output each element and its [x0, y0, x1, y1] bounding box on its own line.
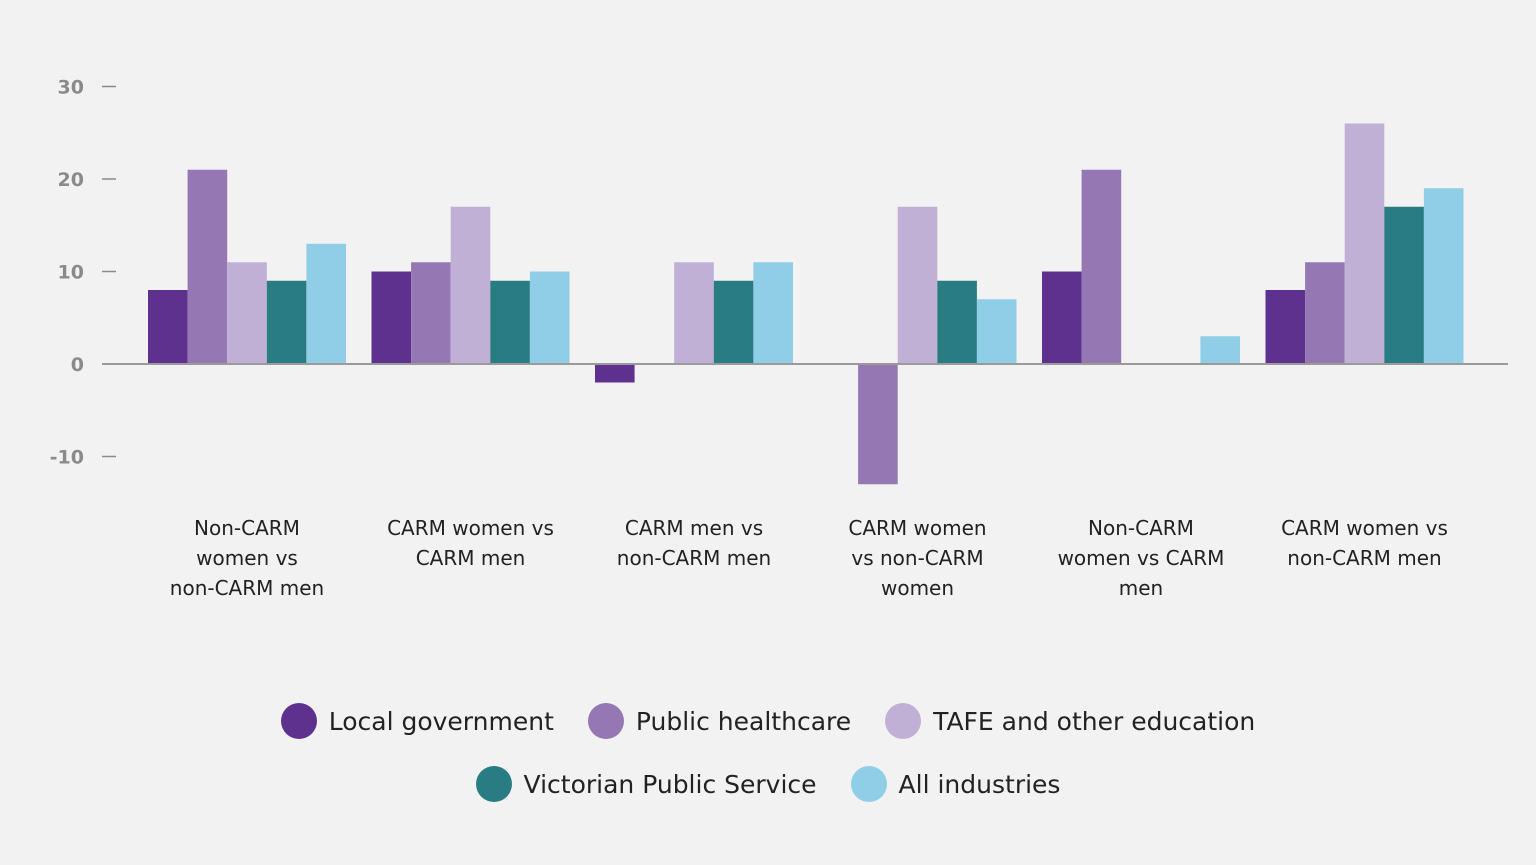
legend-label: Public healthcare — [635, 706, 852, 736]
y-tick-label: -10 — [50, 447, 84, 469]
y-axis: 30 20 10 0 -10 — [50, 77, 116, 469]
bar-public-healthcare — [1081, 169, 1122, 364]
legend-item: Public healthcare — [587, 703, 852, 739]
x-category-label: CARM women vs non-CARM women — [848, 516, 986, 600]
legend-row: Local government Public healthcare TAFE an… — [0, 703, 1536, 739]
legend-swatch-icon — [280, 703, 317, 739]
bar-local-government — [148, 290, 188, 364]
y-tick-label: 10 — [58, 262, 84, 284]
x-category-label: Non-CARM women vs non-CARM men — [170, 516, 324, 600]
bar-public-healthcare — [1305, 262, 1345, 364]
legend-label: Victorian Public Service — [523, 769, 817, 799]
y-tick-label: 0 — [71, 354, 84, 376]
x-category-label: CARM men vs non-CARM men — [617, 516, 771, 570]
legend-item: Victorian Public Service — [475, 766, 817, 802]
legend-swatch-icon — [475, 766, 512, 802]
legend-swatch-icon — [587, 703, 624, 739]
bar-public-healthcare — [411, 262, 451, 364]
bar-public-healthcare — [858, 364, 898, 485]
legend-item: Local government — [280, 703, 554, 739]
bar-tafe-and-other-education — [227, 262, 267, 364]
bar-all-industries — [306, 243, 346, 364]
legend-swatch-icon — [850, 766, 887, 802]
x-category-label: Non-CARM women vs CARM men — [1058, 516, 1225, 600]
bar-all-industries — [753, 262, 793, 364]
bar-all-industries — [1423, 188, 1464, 364]
x-category-label: CARM women vs non-CARM men — [1281, 516, 1448, 570]
legend-label: All industries — [898, 769, 1061, 799]
bar-victorian-public-service — [937, 280, 977, 364]
x-axis-labels: Non-CARM women vs non-CARM men CARM women v… — [170, 516, 1448, 600]
bar-local-government — [1042, 271, 1082, 364]
bar-all-industries — [1200, 336, 1240, 364]
x-category-label: CARM women vs CARM men — [387, 516, 554, 570]
bar-all-industries — [976, 299, 1017, 364]
legend-item: TAFE and other education — [885, 703, 1255, 739]
legend-item: All industries — [850, 766, 1061, 802]
bar-victorian-public-service — [713, 280, 754, 364]
bar-victorian-public-service — [1384, 206, 1424, 364]
bar-tafe-and-other-education — [1344, 123, 1385, 364]
legend-row: Victorian Public Service All industries — [0, 766, 1536, 802]
bar-public-healthcare — [187, 169, 228, 364]
bar-chart: 30 20 10 0 -10 Non-CARM women vs non-CARM men C… — [50, 77, 1508, 600]
legend-label: TAFE and other education — [933, 706, 1256, 736]
legend-swatch-icon — [885, 703, 922, 739]
bar-tafe-and-other-education — [897, 206, 938, 364]
bar-tafe-and-other-education — [674, 262, 714, 364]
bar-all-industries — [529, 271, 570, 364]
bar-local-government — [1265, 290, 1306, 364]
bar-tafe-and-other-education — [450, 206, 491, 364]
legend-label: Local government — [328, 706, 554, 736]
bar-victorian-public-service — [490, 280, 530, 364]
bar-victorian-public-service — [266, 280, 307, 364]
bar-local-government — [595, 364, 635, 383]
y-tick-label: 30 — [58, 77, 84, 99]
bar-local-government — [371, 271, 412, 364]
bars — [148, 123, 1464, 485]
y-tick-label: 20 — [58, 169, 84, 191]
